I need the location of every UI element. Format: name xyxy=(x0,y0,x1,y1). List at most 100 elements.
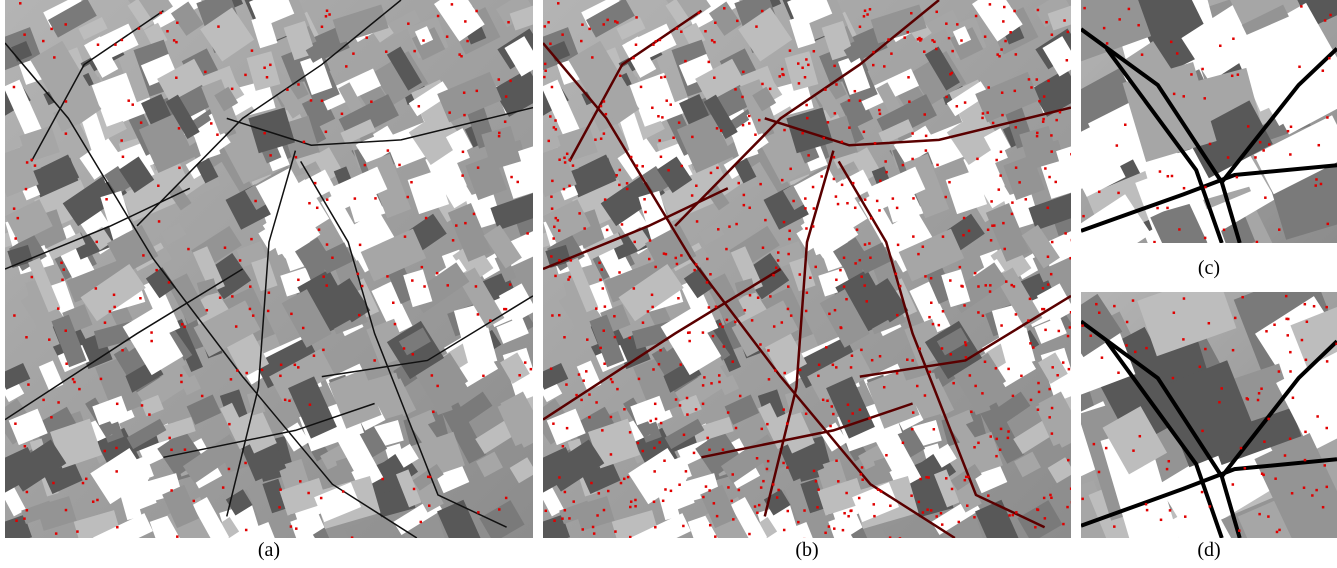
label-noise xyxy=(498,132,501,135)
label-noise xyxy=(307,492,310,495)
label-noise xyxy=(637,442,640,445)
label-noise xyxy=(178,127,181,129)
label-noise xyxy=(564,509,567,512)
label-noise xyxy=(1048,388,1051,391)
label-noise xyxy=(630,156,633,159)
label-noise xyxy=(436,272,439,275)
label-noise xyxy=(464,222,467,225)
label-noise xyxy=(543,76,546,79)
label-noise xyxy=(1062,523,1065,526)
label-noise xyxy=(1037,9,1040,12)
label-noise xyxy=(850,509,853,512)
label-noise xyxy=(651,306,654,309)
label-noise xyxy=(965,356,968,359)
label-noise xyxy=(280,364,283,367)
label-noise xyxy=(917,253,920,256)
label-noise xyxy=(1171,175,1174,178)
label-noise xyxy=(1043,497,1046,500)
label-noise xyxy=(1325,306,1328,309)
label-noise xyxy=(789,49,792,52)
label-noise xyxy=(945,196,948,199)
label-noise xyxy=(252,314,255,317)
label-noise xyxy=(702,403,705,406)
label-noise xyxy=(263,67,266,70)
label-noise xyxy=(606,19,609,22)
label-noise xyxy=(1324,464,1327,467)
label-noise xyxy=(425,217,428,220)
label-noise xyxy=(142,254,145,256)
label-noise xyxy=(85,478,88,481)
label-noise xyxy=(34,164,37,167)
label-noise xyxy=(1320,183,1323,186)
label-noise xyxy=(1218,401,1221,404)
label-noise xyxy=(1007,430,1010,433)
label-noise xyxy=(702,384,705,387)
label-noise xyxy=(936,164,939,167)
label-noise xyxy=(1311,494,1314,497)
label-noise xyxy=(595,401,598,404)
label-noise xyxy=(615,174,618,177)
label-noise xyxy=(477,313,480,316)
label-noise xyxy=(1050,273,1053,276)
label-noise xyxy=(880,490,883,493)
label-noise xyxy=(605,113,608,116)
label-noise xyxy=(463,114,466,117)
label-noise xyxy=(590,482,593,485)
label-noise xyxy=(990,200,993,203)
label-noise xyxy=(1156,207,1159,210)
label-noise xyxy=(995,159,998,162)
label-noise xyxy=(60,262,63,265)
label-noise xyxy=(956,105,959,108)
label-noise xyxy=(782,462,785,465)
label-noise xyxy=(516,181,519,184)
label-noise xyxy=(613,315,616,318)
label-noise xyxy=(705,485,708,488)
label-noise xyxy=(664,488,667,491)
label-noise xyxy=(906,31,909,34)
label-noise xyxy=(777,251,780,254)
label-noise xyxy=(599,347,602,350)
label-noise xyxy=(549,43,552,46)
label-noise xyxy=(660,156,663,159)
label-noise xyxy=(78,388,81,391)
label-noise xyxy=(455,224,458,227)
label-noise xyxy=(1268,143,1271,146)
label-noise xyxy=(97,43,100,46)
label-noise xyxy=(602,329,605,332)
label-noise xyxy=(716,127,719,129)
label-noise xyxy=(781,179,784,182)
label-noise xyxy=(498,508,501,511)
label-noise xyxy=(708,449,711,452)
label-noise xyxy=(1290,126,1293,129)
label-noise xyxy=(120,139,123,142)
label-noise xyxy=(1141,53,1144,56)
label-noise xyxy=(996,53,999,56)
label-noise xyxy=(777,489,780,492)
label-noise xyxy=(709,273,712,276)
label-noise xyxy=(664,76,667,79)
label-noise xyxy=(578,212,581,215)
label-noise xyxy=(554,119,557,122)
label-noise xyxy=(328,13,331,16)
label-noise xyxy=(139,297,142,300)
label-noise xyxy=(1105,447,1108,450)
label-noise xyxy=(728,225,731,228)
label-noise xyxy=(618,271,621,274)
label-noise xyxy=(654,403,657,406)
label-noise xyxy=(27,383,30,386)
label-noise xyxy=(451,3,454,5)
label-noise xyxy=(756,512,759,515)
label-noise xyxy=(749,294,752,297)
label-noise xyxy=(653,501,656,504)
label-noise xyxy=(95,241,98,244)
label-noise xyxy=(176,22,179,25)
label-noise xyxy=(1274,477,1277,480)
label-noise xyxy=(848,126,851,128)
label-noise xyxy=(846,202,849,205)
label-noise xyxy=(987,494,990,497)
label-noise xyxy=(695,263,698,266)
label-noise xyxy=(602,287,605,290)
label-noise xyxy=(824,88,827,91)
label-noise xyxy=(326,243,329,246)
label-noise xyxy=(854,207,857,210)
